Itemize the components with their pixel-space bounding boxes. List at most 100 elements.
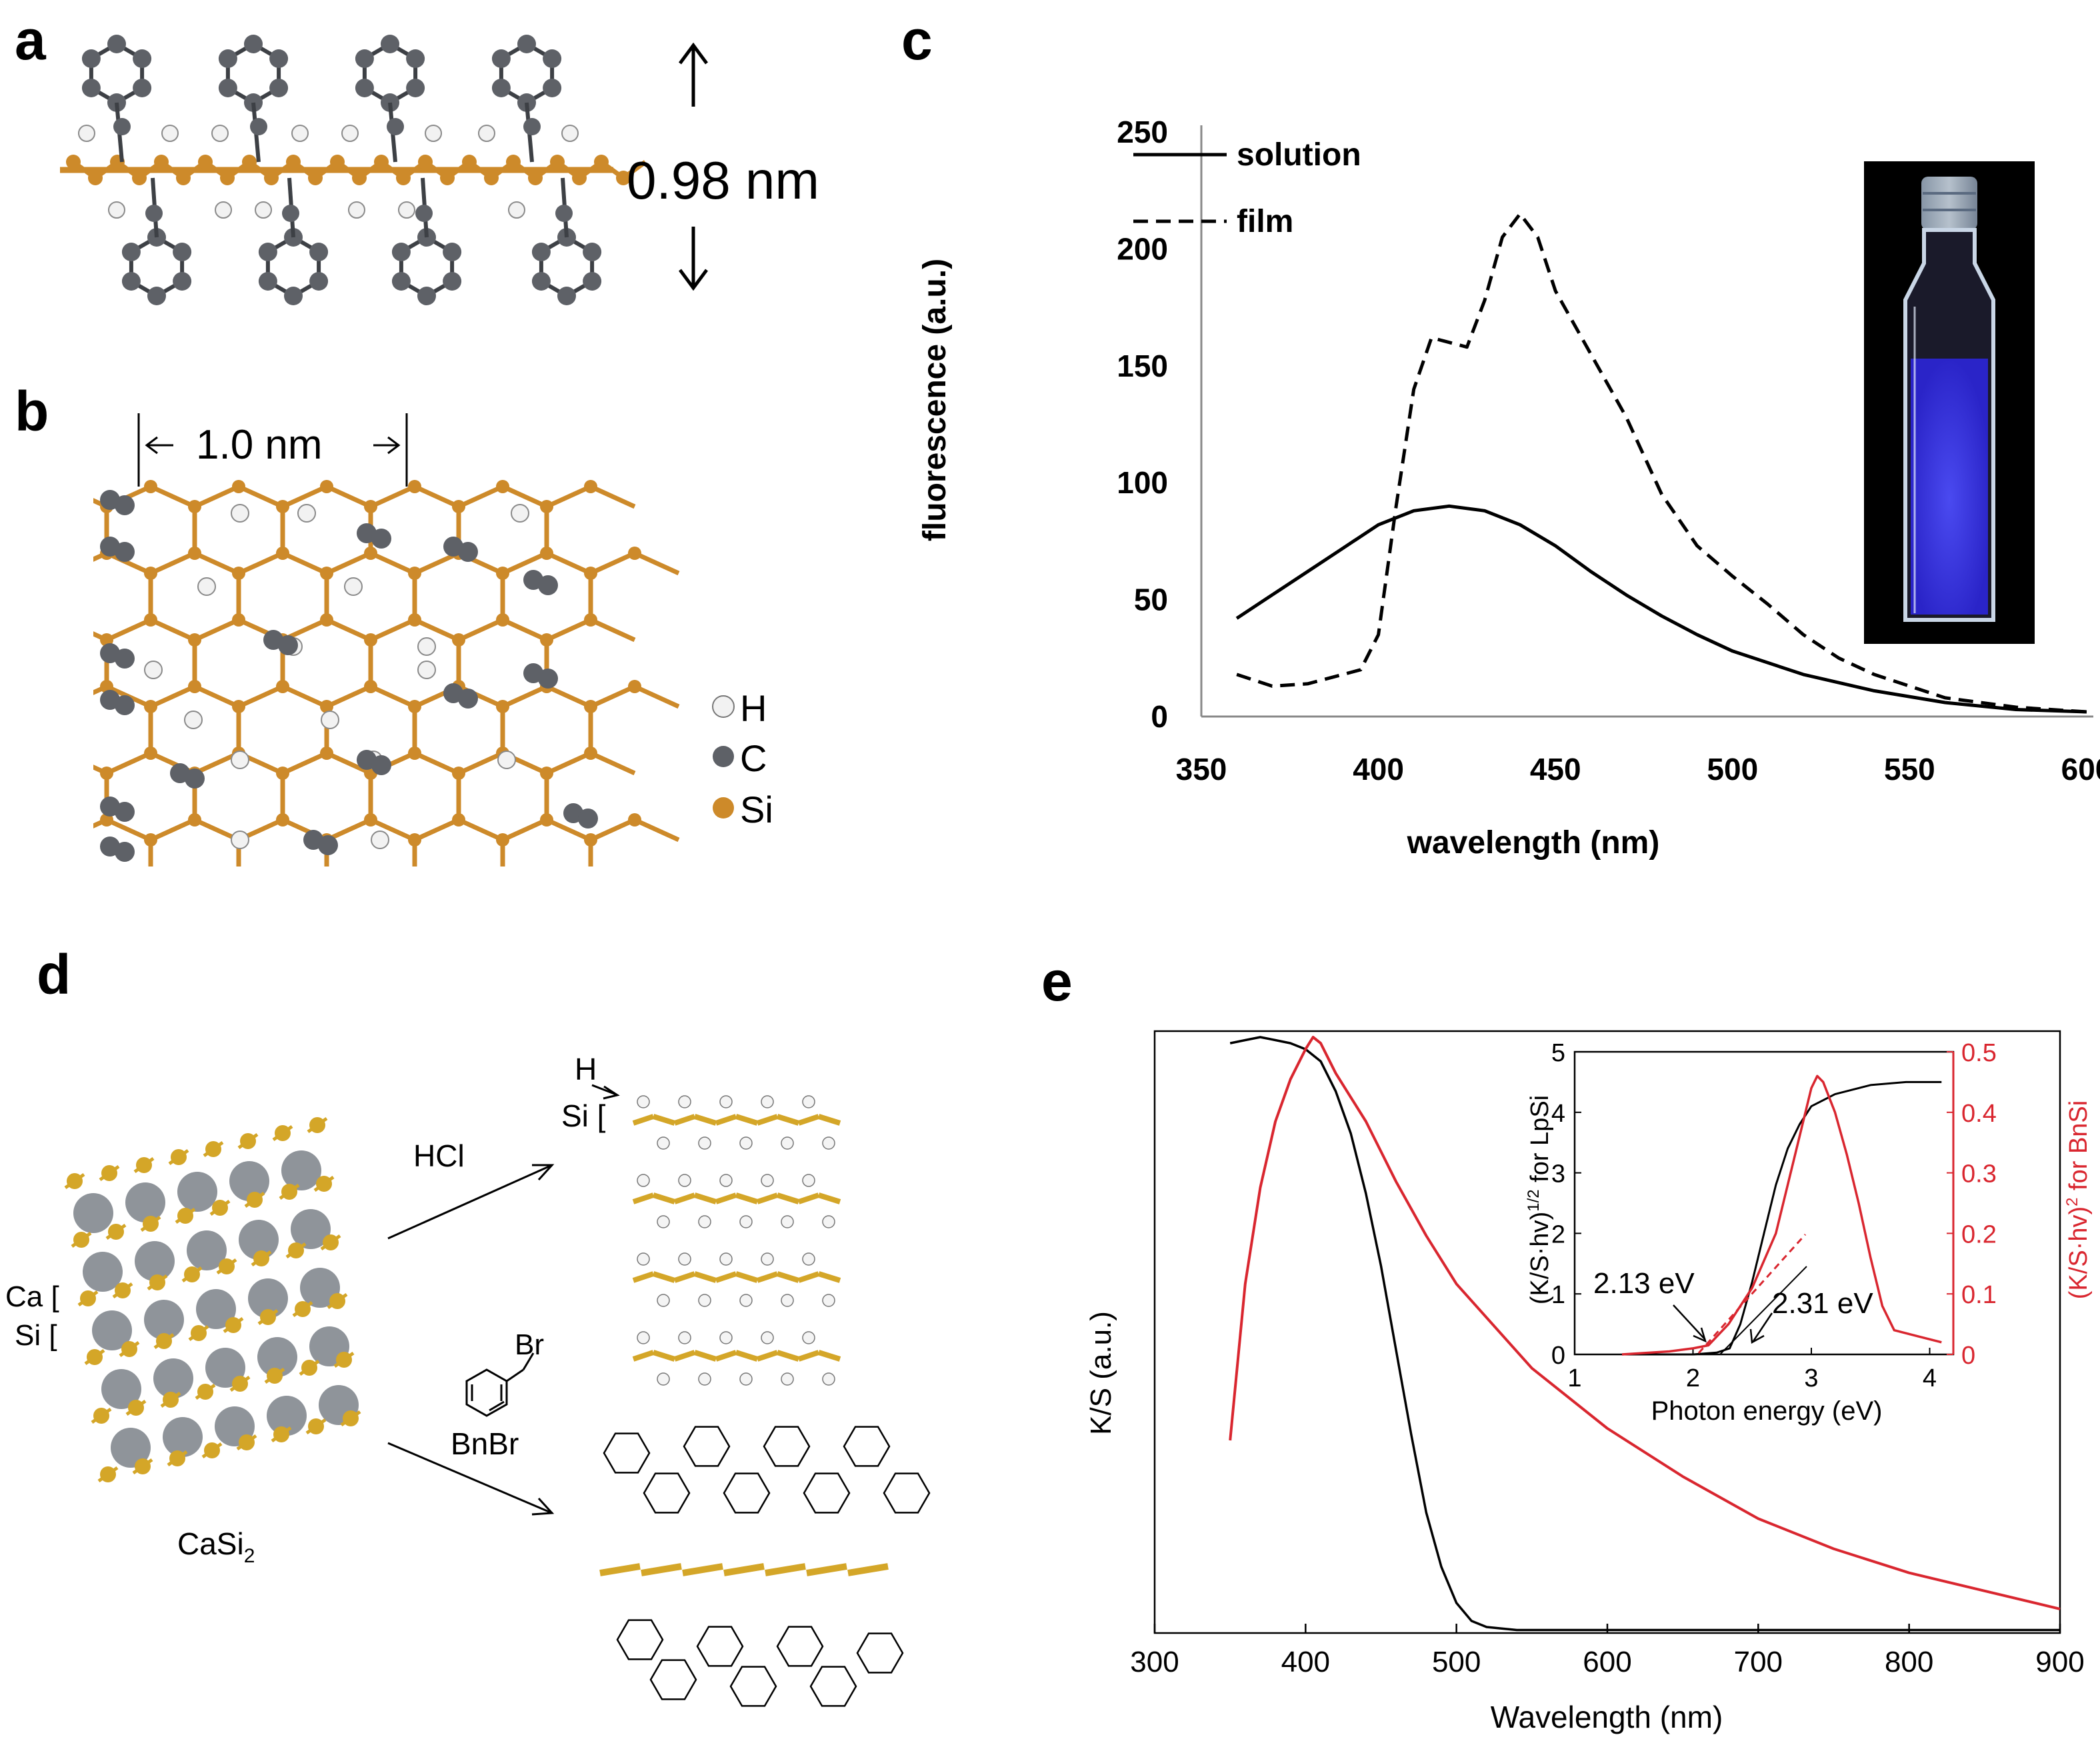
si-si-bond <box>281 751 328 776</box>
si-si-bond <box>501 551 548 576</box>
ca-atom <box>153 1358 193 1398</box>
si-si-bond <box>457 484 504 509</box>
ca-atom <box>267 1396 307 1436</box>
c-atom <box>355 79 374 97</box>
si-si-bond <box>545 751 592 776</box>
c-atom <box>517 35 536 53</box>
si-atom <box>88 171 103 185</box>
si-atom <box>584 700 597 713</box>
panel-d-letter: d <box>37 943 71 1006</box>
h-atom <box>678 1174 691 1187</box>
benzyl-ring <box>683 1426 731 1467</box>
c-atom <box>391 272 411 291</box>
chart-e-xtick-label: 300 <box>1130 1646 1179 1678</box>
si-si-bond <box>715 1114 737 1126</box>
si-si-bond <box>149 484 196 509</box>
si-atom <box>264 171 279 185</box>
si-si-bond <box>93 817 108 829</box>
c-atom <box>543 49 562 68</box>
c-atom <box>391 243 411 261</box>
chart-c-xtick-label: 350 <box>1176 752 1227 787</box>
si-atom <box>232 480 245 493</box>
si-atom <box>144 700 157 713</box>
series-solution-line <box>1235 504 2087 714</box>
si-si-bond <box>632 1350 655 1362</box>
si-si-bond <box>457 617 504 643</box>
si-si-bond <box>633 551 680 576</box>
h-atom <box>719 1252 733 1266</box>
h-atom <box>108 201 125 219</box>
si-atom <box>408 700 421 713</box>
h-atom <box>321 711 339 729</box>
ca-atom <box>239 1220 279 1260</box>
si-si-bond <box>149 684 196 709</box>
si-atom <box>540 500 553 513</box>
si-si-bond <box>188 1324 209 1342</box>
si-atom <box>188 500 201 513</box>
h-atom <box>781 1136 794 1150</box>
benzyl-ring <box>643 1472 691 1514</box>
si-si-bond <box>237 1132 259 1150</box>
h-atom <box>719 1095 733 1108</box>
si-si-bond <box>93 631 108 643</box>
si-si-bond <box>281 551 328 576</box>
thickness-arrow-up <box>678 42 709 107</box>
si-si-bond <box>167 1450 188 1467</box>
si-atom <box>572 171 587 185</box>
si-si-bond <box>325 817 372 843</box>
c-atom <box>555 205 573 222</box>
h-atom <box>761 1174 774 1187</box>
si-atom <box>452 633 465 647</box>
phenyl-ring-top <box>81 35 152 112</box>
si-si-bond <box>125 1399 147 1416</box>
si-atom <box>452 767 465 780</box>
si-si-bond <box>673 1271 696 1283</box>
si-atom <box>144 747 157 760</box>
benzyl-ring <box>856 1632 904 1674</box>
si-atom <box>496 480 509 493</box>
reagent-hcl-label: HCl <box>413 1138 465 1173</box>
ca-atom <box>248 1278 288 1318</box>
c-atom <box>443 272 462 291</box>
h-atom <box>802 1331 815 1344</box>
si-atom <box>276 813 289 827</box>
chart-c-xtick-label: 400 <box>1353 752 1404 787</box>
c-atom <box>218 49 237 68</box>
si-si-bond <box>693 1271 717 1283</box>
si-si-bond <box>320 1234 341 1251</box>
si-atom <box>144 613 157 627</box>
si-si-bond <box>193 484 240 509</box>
panel-a-letter: a <box>15 9 46 71</box>
si-atom <box>308 171 323 185</box>
inset-xtick-label: 3 <box>1804 1364 1818 1392</box>
si-atom <box>462 155 477 169</box>
si-si-bond <box>281 484 328 509</box>
si-si-bond <box>181 1266 203 1283</box>
h-atom <box>802 1252 815 1266</box>
si-si-bond <box>325 551 372 576</box>
c-atom <box>415 205 433 222</box>
h-atom <box>822 1215 835 1228</box>
si-atom <box>408 833 421 847</box>
si-si-bond <box>776 1192 800 1204</box>
si-si-bond <box>105 617 152 643</box>
si-si-bond <box>589 684 636 709</box>
si-si-bond <box>193 551 240 576</box>
si-si-bond <box>140 1215 161 1232</box>
si-si-bond <box>333 1351 355 1368</box>
legend-film-label: film <box>1237 204 1293 239</box>
si-atom <box>496 613 509 627</box>
c-atom <box>269 79 289 97</box>
c-atom <box>443 243 462 261</box>
si-si-bond <box>91 1407 112 1424</box>
series-film-line <box>1236 212 2087 714</box>
si-atom <box>132 171 147 185</box>
ca-atom <box>187 1230 227 1270</box>
ca-atom <box>135 1241 175 1281</box>
si-atom <box>496 567 509 580</box>
h-atom <box>678 1095 691 1108</box>
si-si-bond <box>652 1114 676 1126</box>
h-atom <box>637 1174 650 1187</box>
h-atom <box>822 1136 835 1150</box>
si-si-bond <box>735 1114 759 1126</box>
